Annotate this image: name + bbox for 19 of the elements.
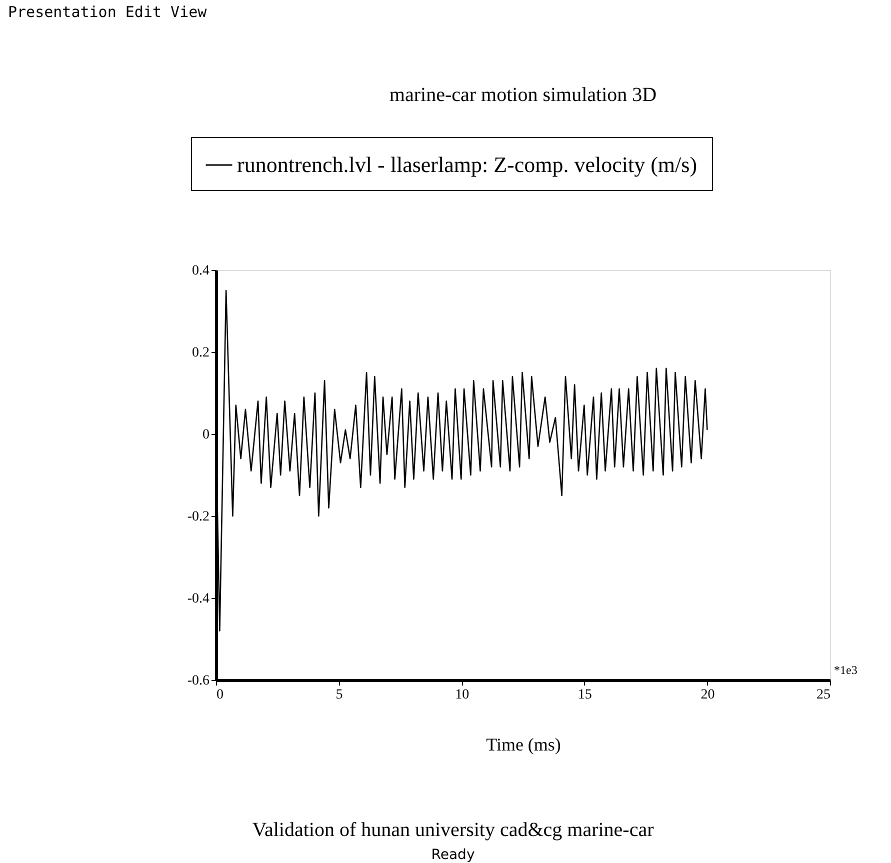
legend-label: runontrench.lvl - llaserlamp: Z-comp. velocity (m/s)	[237, 152, 698, 177]
y-tick-label: 0	[202, 428, 210, 442]
x-tick-label: 20	[700, 688, 715, 702]
text: Ready	[431, 847, 475, 863]
x-axis-title: Time (ms)	[486, 734, 561, 754]
y-tick-label: 0.2	[192, 346, 210, 360]
y-tick-label: -0.2	[187, 510, 210, 524]
text: Validation of hunan university cad&cg marine-car	[252, 819, 654, 841]
x-tick-label: 5	[336, 688, 343, 702]
y-tick-label: 0.4	[192, 264, 210, 278]
x-tick-label: 25	[816, 688, 830, 702]
text: *1e3	[834, 663, 858, 677]
chart-title: marine-car motion simulation 3D	[389, 84, 657, 106]
y-tick-label: -0.4	[187, 592, 210, 606]
x-tick-label: 15	[578, 688, 592, 702]
text: Presentation Edit View	[8, 3, 208, 21]
y-tick-label: -0.6	[187, 674, 210, 688]
x-tick-label: 0	[216, 688, 224, 702]
x-tick-label: 10	[455, 688, 470, 702]
